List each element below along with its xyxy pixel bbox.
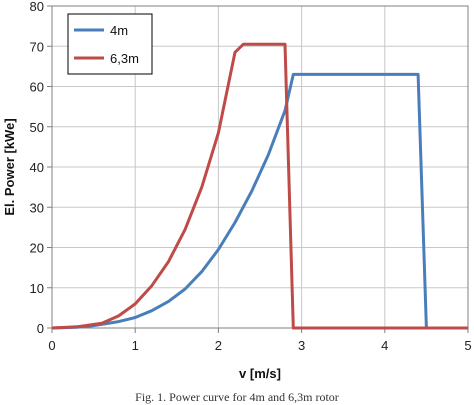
x-tick-label: 3 — [298, 338, 305, 353]
legend-label-6-3m: 6,3m — [110, 51, 139, 66]
y-tick-label: 10 — [30, 281, 44, 296]
x-tick-label: 5 — [464, 338, 471, 353]
x-axis-label: v [m/s] — [239, 366, 281, 381]
y-tick-label: 20 — [30, 241, 44, 256]
y-tick-label: 70 — [30, 39, 44, 54]
y-axis-ticks: 0 10 20 30 40 50 60 70 80 — [30, 0, 52, 336]
y-tick-label: 30 — [30, 200, 44, 215]
y-tick-label: 0 — [37, 321, 44, 336]
series-lines — [51, 42, 468, 330]
figure-caption: Fig. 1. Power curve for 4m and 6,3m roto… — [135, 390, 339, 404]
x-tick-label: 2 — [215, 338, 222, 353]
y-tick-label: 80 — [30, 0, 44, 14]
x-tick-label: 1 — [132, 338, 139, 353]
series-line-4m — [51, 72, 468, 330]
x-axis-ticks: 0 1 2 3 4 5 — [48, 328, 472, 353]
legend-label-4m: 4m — [110, 23, 128, 38]
y-tick-label: 60 — [30, 80, 44, 95]
series-line-6-3m — [51, 42, 468, 330]
y-tick-label: 40 — [30, 160, 44, 175]
x-tick-label: 0 — [48, 338, 55, 353]
y-axis-label: El. Power [kWe] — [2, 118, 17, 215]
x-tick-label: 4 — [381, 338, 388, 353]
y-tick-label: 50 — [30, 120, 44, 135]
legend: 4m 6,3m — [67, 13, 153, 75]
power-curve-chart: 0 10 20 30 40 50 60 70 80 0 1 2 3 4 5 v [m/s] El. Pow… — [2, 0, 472, 381]
legend-box — [67, 13, 153, 75]
